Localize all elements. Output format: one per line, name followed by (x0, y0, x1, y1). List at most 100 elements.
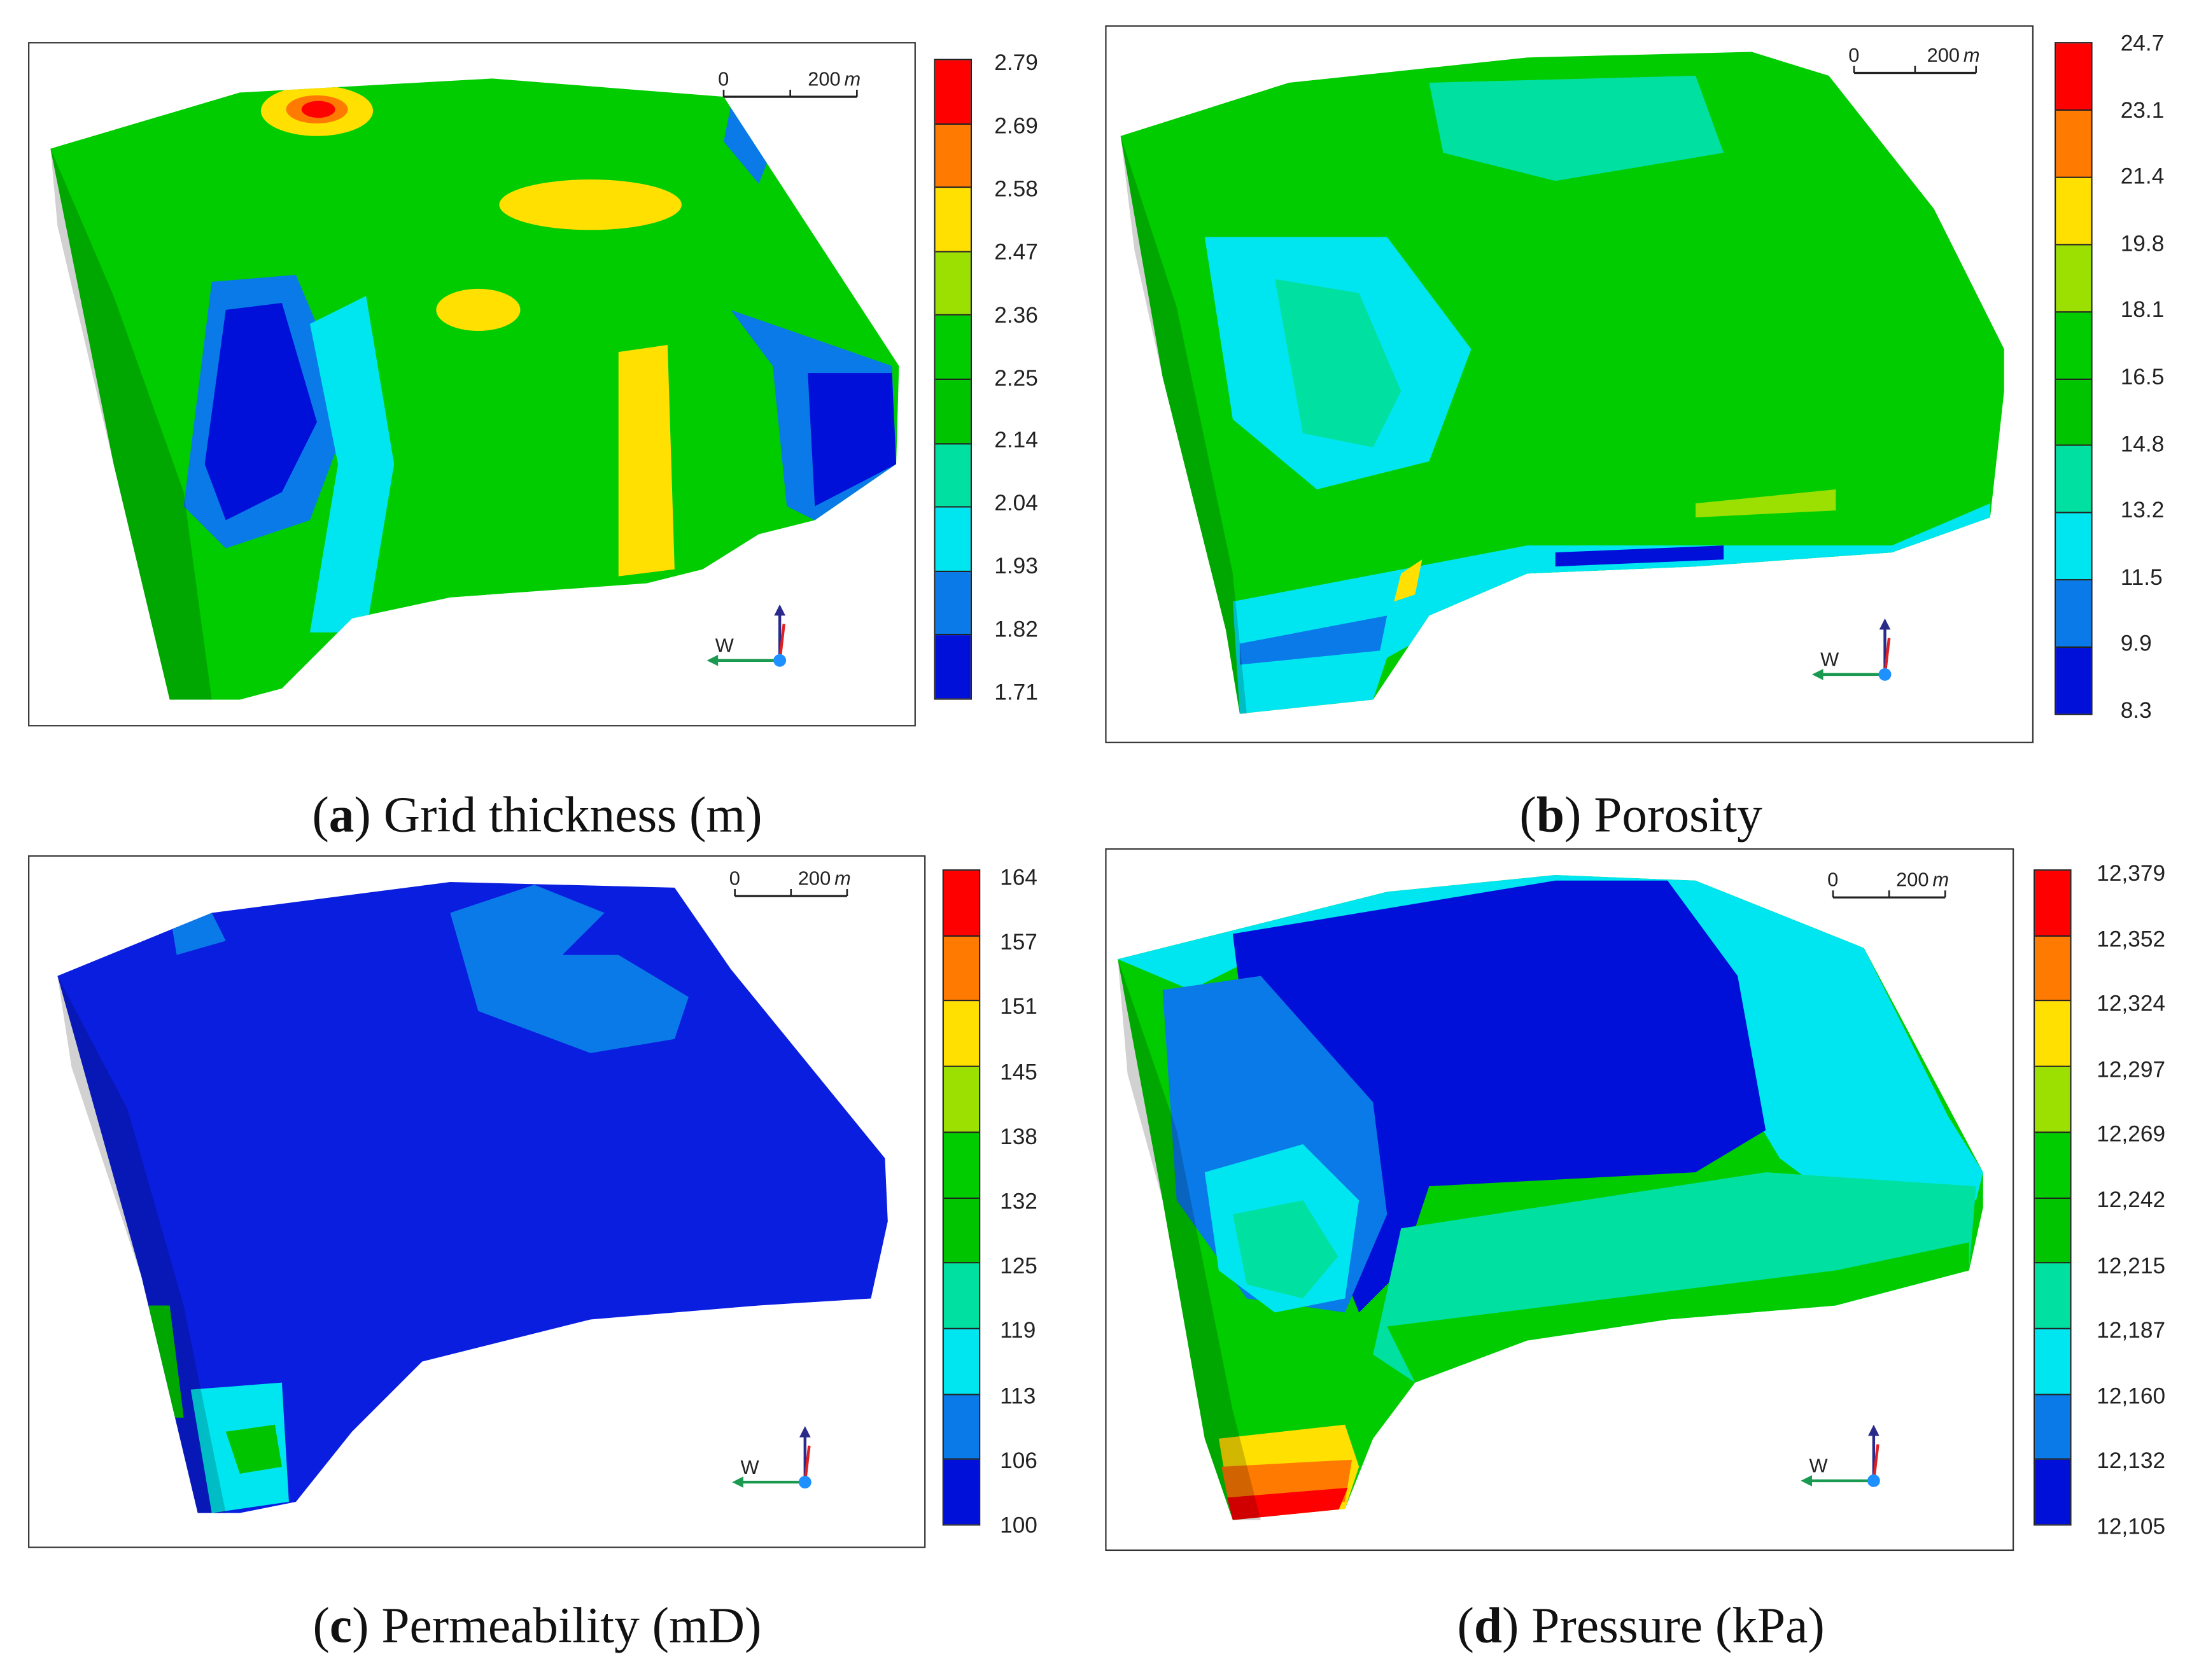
colorbar-segment (2056, 648, 2091, 714)
property-regions (1118, 874, 1983, 1520)
west-arrowhead (706, 655, 719, 666)
colorbar-segment (2056, 514, 2091, 581)
colorbar-tick-label: 8.3 (2120, 699, 2152, 724)
colorbar-segment (935, 316, 971, 381)
property-region (204, 302, 317, 521)
colorbar-segment (2056, 244, 2091, 312)
colorbar-tick-label: 11.5 (2120, 566, 2163, 591)
colorbar-segment (2035, 1133, 2070, 1198)
property-region (436, 288, 521, 332)
up-arrowhead (1879, 618, 1891, 630)
colorbar-tick-label: 12,379 (2097, 862, 2166, 886)
model-body (57, 882, 888, 1513)
colorbar-segment (943, 1198, 980, 1264)
colorbar-tick-label: 145 (1000, 1061, 1037, 1085)
colorbar-tick-label: 13.2 (2120, 499, 2165, 524)
axes-origin (1867, 1474, 1880, 1487)
colorbar-tick-label: 2.69 (994, 115, 1038, 139)
scale-bar-start: 0 (1848, 44, 1859, 66)
colorbar-tick-label: 24.7 (2120, 32, 2165, 57)
property-region (1387, 1242, 1969, 1383)
colorbar-segment (935, 444, 971, 508)
colorbar-segment (2035, 1263, 2070, 1329)
colorbar-tick-label: 12,215 (2097, 1254, 2166, 1278)
colorbar-segment (935, 60, 971, 125)
colorbar-segment (2035, 1002, 2070, 1068)
scale-bar-start: 0 (718, 67, 729, 90)
colorbar-tick-label: 164 (1000, 866, 1037, 891)
property-regions (148, 885, 689, 1513)
up-arrowhead (774, 604, 785, 616)
colorbar-segment (2056, 178, 2091, 245)
colorbar-tick-label: 12,352 (2097, 927, 2166, 952)
colorbar-segment (2056, 446, 2091, 514)
axes-origin (1878, 668, 1892, 681)
scale-bar-end: 200 (798, 867, 831, 889)
caption-title: Grid thickness (m) (383, 787, 762, 843)
panel-b-porosity-view: 0 200 m W (1105, 25, 2034, 743)
caption-c: (c) Permeability (mD) (313, 1597, 762, 1653)
colorbar-tick-label: 138 (1000, 1125, 1037, 1150)
caption-title: Pressure (kPa) (1531, 1597, 1825, 1653)
model-side-face (1120, 136, 1247, 714)
caption-a: (a) Grid thickness (m) (312, 787, 762, 843)
colorbar-tick-label: 12,187 (2097, 1319, 2166, 1344)
colorbar-tick-label: 151 (1000, 996, 1037, 1020)
scale-bar-end: 200 (1896, 869, 1929, 891)
property-region (1232, 503, 1990, 714)
axes-origin (773, 654, 787, 667)
colorbar-tick-label: 12,297 (2097, 1058, 2166, 1082)
colorbar-tick-label: 119 (1000, 1320, 1036, 1344)
property-region (1232, 1200, 1338, 1299)
colorbar-tick-label: 113 (1000, 1385, 1036, 1409)
colorbar-c (942, 869, 981, 1526)
property-region (808, 373, 897, 507)
scale-bar: 0 200 m (718, 67, 861, 98)
colorbar-tick-label: 19.8 (2120, 232, 2165, 256)
colorbar-segment (935, 635, 971, 699)
colorbar-tick-label: 12,242 (2097, 1189, 2166, 1214)
property-region (1394, 559, 1423, 602)
west-label: W (1820, 648, 1839, 671)
panel-c-permeability-view: 0 200 m W (28, 855, 926, 1548)
caption-title: Permeability (mD) (381, 1597, 762, 1653)
colorbar-segment (2035, 871, 2070, 937)
property-region (1696, 489, 1836, 518)
scale-bar-start: 0 (729, 867, 740, 889)
colorbar-b (2055, 42, 2093, 715)
colorbar-segment (943, 1002, 980, 1068)
scale-bar-end: 200 (1927, 44, 1960, 66)
scale-bar: 0 200 m (729, 867, 851, 897)
property-region (1380, 433, 2004, 644)
colorbar-segment (943, 1329, 980, 1395)
property-region (450, 885, 689, 1053)
reservoir-model-3d: 0 200 m W (1120, 44, 2004, 714)
colorbar-segment (2035, 936, 2070, 1002)
scale-bar-unit: m (834, 867, 851, 889)
caption-letter: b (1536, 787, 1565, 843)
colorbar-tick-label: 125 (1000, 1255, 1037, 1280)
colorbar-tick-label: 1.93 (994, 555, 1038, 580)
property-region (618, 345, 675, 577)
property-region (225, 1424, 282, 1474)
scale-bar-start: 0 (1827, 869, 1838, 891)
panel-a-grid-thickness-view: 0 200 m W (28, 42, 916, 727)
property-region (148, 1305, 184, 1418)
colorbar-segment (2035, 1329, 2070, 1395)
colorbar-tick-label: 100 (1000, 1514, 1037, 1539)
west-label: W (740, 1456, 759, 1478)
colorbar-tick-label: 2.79 (994, 52, 1038, 76)
colorbar-segment (943, 1067, 980, 1133)
property-region (1118, 874, 1983, 1201)
colorbar-segment (943, 871, 980, 937)
colorbar-tick-label: 2.14 (994, 430, 1038, 454)
west-label: W (715, 634, 734, 657)
colorbar-segment (2035, 1198, 2070, 1264)
colorbar-tick-label: 2.58 (994, 178, 1038, 202)
colorbar-tick-label: 106 (1000, 1449, 1037, 1474)
orientation-axes-icon: W (706, 604, 787, 667)
colorbar-tick-label: 23.1 (2120, 99, 2165, 123)
colorbar-d (2034, 869, 2072, 1526)
colorbar-segment (2035, 1460, 2070, 1525)
reservoir-model-3d: 0 200 m W (57, 867, 888, 1513)
